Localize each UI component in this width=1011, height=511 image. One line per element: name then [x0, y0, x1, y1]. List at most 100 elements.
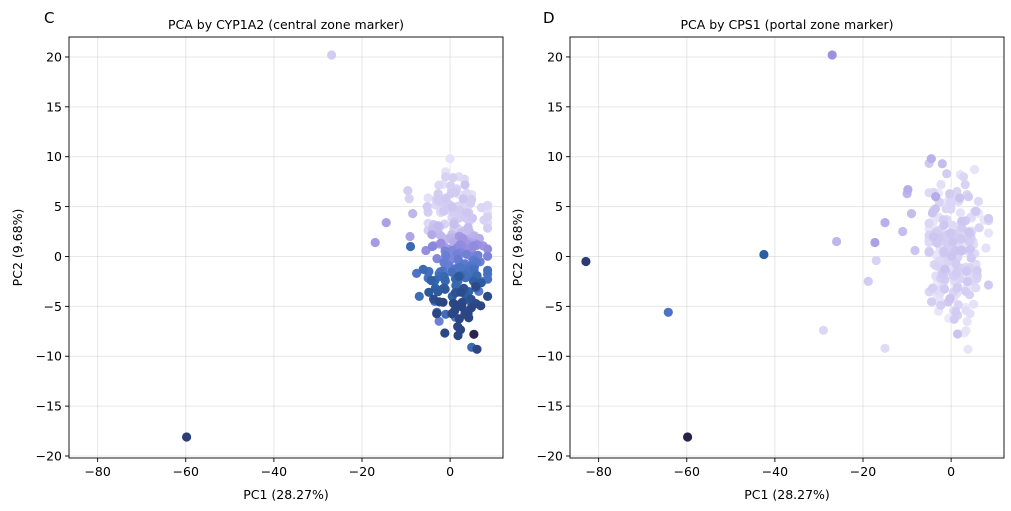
scatter-point [939, 284, 950, 294]
scatter-point [971, 206, 981, 216]
scatter-point [960, 286, 971, 296]
scatter-point [404, 194, 414, 204]
scatter-point [936, 179, 946, 190]
scatter-point [983, 280, 994, 290]
scatter-point [948, 237, 958, 247]
scatter-point [957, 223, 967, 233]
scatter-point [965, 237, 975, 247]
y-axis-label: PC2 (9.68%) [10, 209, 25, 287]
scatter-point [963, 344, 973, 354]
scatter-point [960, 180, 970, 190]
scatter-point [483, 265, 493, 275]
scatter-point [964, 227, 974, 237]
scatter-point [932, 261, 942, 271]
scatter-point [403, 186, 413, 196]
scatter-point [446, 181, 456, 191]
scatter-point [182, 432, 192, 442]
scatter-point [440, 284, 450, 294]
scatter-point [683, 432, 693, 442]
scatter-point [405, 231, 415, 242]
scatter-points [182, 50, 493, 442]
scatter-point [926, 154, 936, 164]
scatter-point [454, 314, 464, 324]
scatter-point [405, 241, 416, 252]
scatter-point [483, 212, 493, 222]
scatter-point [945, 189, 955, 199]
scatter-point [940, 264, 950, 274]
scatter-point [483, 223, 493, 233]
scatter-point [953, 329, 963, 339]
scatter-point [424, 287, 434, 297]
scatter-point [447, 267, 457, 277]
scatter-point [472, 344, 482, 354]
scatter-point [863, 276, 873, 286]
scatter-point [438, 297, 448, 307]
scatter-point [898, 226, 908, 237]
y-tick-label: 15 [46, 99, 62, 114]
x-axis-label: PC1 (28.27%) [243, 487, 329, 502]
x-tick-label: −40 [261, 464, 287, 479]
panel-letter: C [44, 9, 54, 27]
scatter-point [476, 301, 486, 311]
chart-title: PCA by CPS1 (portal zone marker) [680, 17, 893, 32]
scatter-point [924, 218, 934, 228]
plot-frame [569, 36, 1005, 459]
scatter-point [467, 194, 477, 205]
scatter-points [581, 50, 994, 442]
scatter-point [432, 309, 442, 319]
scatter-point [457, 302, 467, 312]
scatter-point [434, 316, 444, 326]
scatter-point [436, 238, 446, 248]
scatter-point [448, 173, 458, 183]
scatter-point [434, 180, 444, 190]
scatter-point [426, 275, 436, 286]
scatter-point [936, 300, 946, 310]
scatter-point [440, 328, 450, 338]
x-tick-label: −60 [674, 464, 700, 479]
scatter-point [422, 202, 432, 212]
scatter-point [952, 283, 962, 293]
y-tick-label: 10 [46, 149, 62, 164]
x-tick-label: 0 [947, 464, 955, 479]
scatter-point [483, 251, 493, 261]
x-tick-label: −40 [762, 464, 788, 479]
scatter-point [433, 221, 443, 231]
scatter-point [961, 305, 971, 315]
y-tick-label: −5 [44, 299, 62, 314]
x-tick-label: −20 [349, 464, 375, 479]
scatter-point [870, 237, 880, 248]
scatter-point [927, 297, 937, 307]
scatter-point [447, 202, 457, 212]
y-axis-label: PC2 (9.68%) [510, 209, 525, 287]
scatter-point [966, 253, 976, 263]
scatter-point [460, 180, 470, 190]
scatter-point [453, 330, 463, 341]
x-tick-label: −60 [173, 464, 199, 479]
scatter-point [971, 283, 981, 293]
scatter-point [483, 244, 493, 254]
scatter-point [476, 203, 486, 213]
scatter-point [955, 193, 965, 203]
scatter-point [939, 220, 949, 230]
scatter-point [454, 271, 464, 281]
scatter-point [423, 193, 433, 203]
scatter-point [957, 245, 967, 255]
y-tick-label: −15 [537, 399, 563, 414]
x-tick-label: −80 [585, 464, 611, 479]
y-tick-label: 10 [547, 149, 563, 164]
scatter-point [469, 241, 479, 251]
scatter-point [903, 185, 913, 195]
scatter-point [436, 231, 446, 241]
scatter-point [939, 246, 949, 256]
scatter-point [827, 50, 837, 60]
scatter-point [455, 205, 465, 215]
scatter-point [969, 164, 980, 175]
scatter-point [458, 194, 468, 204]
y-tick-label: −20 [537, 449, 563, 464]
scatter-point [450, 306, 460, 316]
scatter-point [880, 343, 890, 353]
scatter-point [951, 306, 961, 317]
scatter-point [963, 192, 974, 202]
scatter-point [469, 329, 479, 339]
